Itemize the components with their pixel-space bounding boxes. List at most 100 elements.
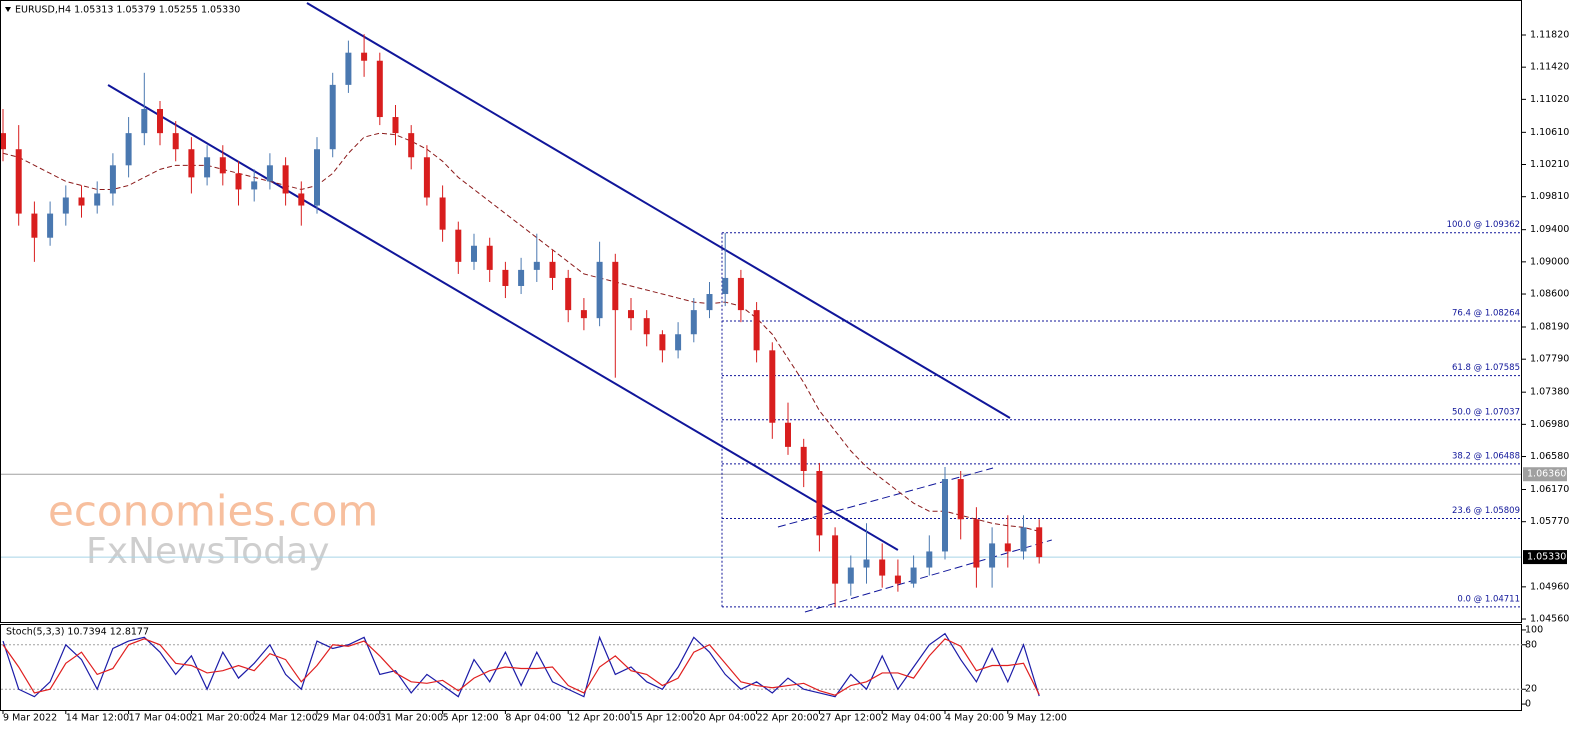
- x-tick-label: 31 Mar 20:00: [380, 713, 443, 724]
- y-tick-label: 1.04560: [1530, 614, 1569, 625]
- candle-body: [565, 277, 572, 311]
- candle-body: [816, 471, 823, 536]
- candle-body: [596, 261, 603, 319]
- candle-body: [690, 310, 697, 335]
- stoch-line: [2, 638, 1040, 696]
- candle-body: [219, 157, 226, 174]
- x-tick-label: 9 May 12:00: [1008, 713, 1067, 724]
- x-tick-label: 12 Apr 20:00: [568, 713, 630, 724]
- fib-label: 50.0 @ 1.07037: [1452, 407, 1520, 417]
- candle-body: [439, 197, 446, 230]
- y-tick-label: 1.06980: [1530, 419, 1569, 430]
- candle-body: [800, 446, 807, 472]
- watermark: FxNewsToday: [86, 531, 329, 572]
- candle-body: [722, 277, 729, 295]
- x-tick-label: 9 Mar 2022: [3, 713, 57, 724]
- candle-body: [628, 310, 634, 319]
- trendline: [107, 84, 899, 551]
- candle-body: [157, 109, 163, 134]
- candle-body: [910, 567, 917, 584]
- y-tick-label: 1.08600: [1530, 289, 1569, 300]
- fib-label: 0.0 @ 1.04711: [1457, 594, 1520, 604]
- y-tick-label: 1.08190: [1530, 322, 1569, 333]
- candle-body: [471, 245, 477, 262]
- candle-body: [753, 310, 760, 351]
- y-tick-label: 100: [1525, 624, 1543, 635]
- candle-body: [361, 52, 368, 61]
- candle-body: [125, 133, 132, 166]
- y-tick-label: 1.04960: [1530, 581, 1569, 592]
- candle-body: [533, 261, 540, 270]
- candle-body: [549, 261, 556, 278]
- candle-body: [15, 149, 22, 214]
- candle-body: [188, 149, 195, 178]
- candle-body: [879, 559, 886, 576]
- y-tick-label: 1.11820: [1530, 29, 1569, 40]
- y-tick-label: 1.09810: [1530, 191, 1569, 202]
- y-tick-label: 1.05770: [1530, 516, 1569, 527]
- moving-average: [2, 132, 1040, 532]
- price-label-box: [1523, 550, 1567, 565]
- symbol-info: EURUSD,H4 1.05313 1.05379 1.05255 1.0533…: [15, 5, 240, 16]
- fib-label: 23.6 @ 1.05809: [1452, 506, 1520, 516]
- candle-body: [94, 193, 101, 206]
- y-tick-label: 1.09400: [1530, 224, 1569, 235]
- candle-body: [408, 133, 415, 158]
- y-tick-label: 20: [1525, 684, 1537, 695]
- candle-body: [31, 213, 38, 238]
- x-tick-label: 24 Mar 12:00: [254, 713, 317, 724]
- price-label: 1.05330: [1527, 552, 1566, 563]
- x-tick-label: 20 Apr 04:00: [694, 713, 756, 724]
- candle-body: [47, 213, 54, 238]
- candle-body: [769, 350, 776, 423]
- candle-body: [298, 193, 305, 206]
- candle-body: [989, 543, 996, 568]
- x-tick-label: 5 Apr 12:00: [443, 713, 499, 724]
- candle-body: [863, 559, 870, 568]
- fib-label: 61.8 @ 1.07585: [1452, 363, 1520, 373]
- x-tick-label: 21 Mar 20:00: [191, 713, 254, 724]
- trendline: [777, 467, 994, 528]
- candle-body: [141, 109, 148, 134]
- trendline: [804, 539, 1052, 613]
- candle-body: [314, 149, 320, 206]
- candle-body: [109, 165, 116, 194]
- menu-triangle: [5, 7, 11, 12]
- candle-body: [957, 479, 964, 520]
- y-tick-label: 1.10610: [1530, 127, 1569, 138]
- y-tick-label: 80: [1525, 639, 1537, 650]
- candle-body: [1020, 527, 1027, 552]
- y-tick-label: 1.11020: [1530, 94, 1569, 105]
- candle-body: [580, 310, 587, 319]
- y-tick-label: 1.07380: [1530, 387, 1569, 398]
- candle-body: [251, 181, 258, 190]
- y-tick-label: 1.07790: [1530, 354, 1569, 365]
- y-tick-label: 1.06580: [1530, 451, 1569, 462]
- candle-body: [78, 197, 85, 206]
- candle-body: [486, 245, 493, 270]
- candle-body: [926, 551, 933, 568]
- candle-body: [942, 479, 948, 552]
- candle-body: [973, 519, 980, 568]
- fib-label: 76.4 @ 1.08264: [1452, 309, 1520, 319]
- candle-body: [643, 318, 650, 335]
- candle-body: [894, 575, 901, 584]
- stoch-line: [2, 632, 1040, 698]
- candle-body: [282, 165, 289, 194]
- candle-body: [737, 277, 744, 311]
- candle-body: [376, 60, 383, 118]
- watermark: economies.com: [48, 487, 378, 536]
- candle-body: [204, 157, 211, 178]
- candle-body: [62, 197, 69, 214]
- x-tick-label: 14 Mar 12:00: [66, 713, 129, 724]
- candle-body: [675, 334, 682, 351]
- candle-body: [659, 334, 666, 351]
- candle-body: [455, 229, 462, 262]
- candle-body: [612, 261, 619, 311]
- candle-body: [329, 84, 336, 150]
- fib-label: 100.0 @ 1.09362: [1447, 220, 1520, 230]
- stoch-pane: [0, 624, 1522, 711]
